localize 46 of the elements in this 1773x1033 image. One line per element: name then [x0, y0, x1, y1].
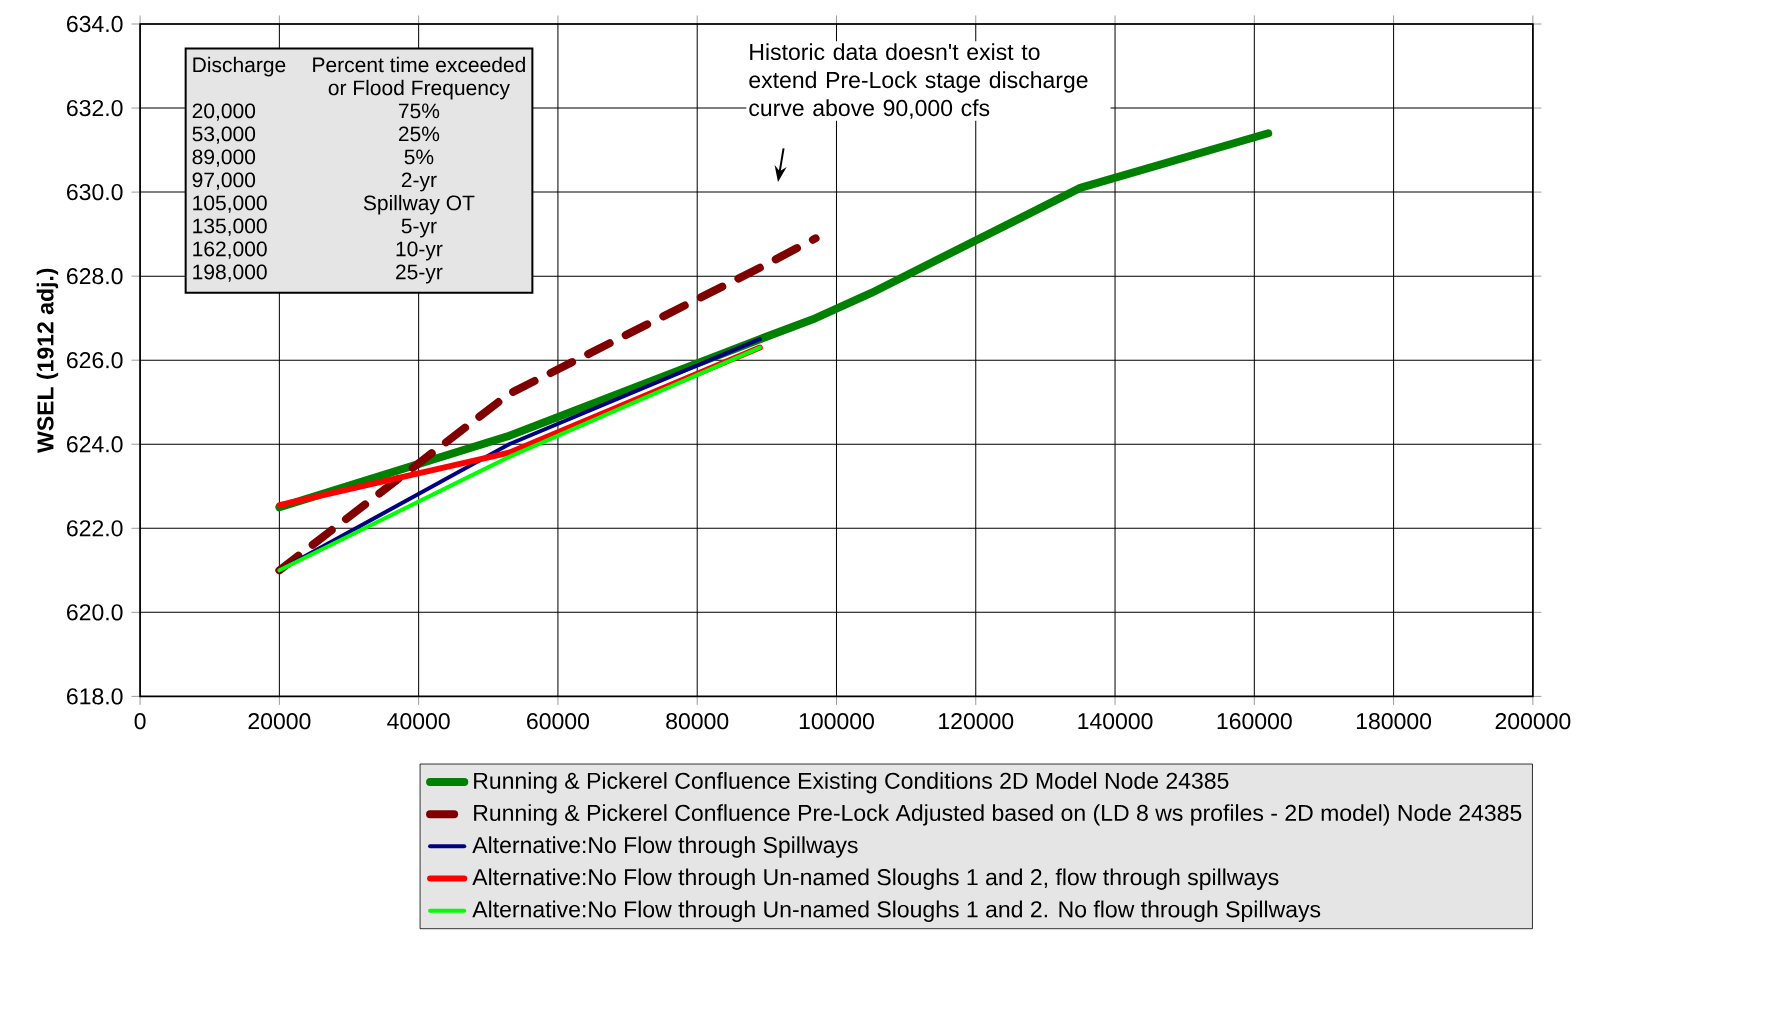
y-axis-title: WSEL (1912 adj.) — [36, 268, 59, 454]
x-tick-label: 200000 — [1495, 713, 1571, 730]
y-tick-label: 628.0 — [67, 268, 123, 285]
x-tick-label: 140000 — [1078, 713, 1153, 730]
annotation: 20,000 — [192, 103, 256, 121]
annotation: 5-yr — [401, 218, 437, 238]
annotation: 89,000 — [192, 149, 256, 168]
annotation: Discharge — [193, 57, 286, 77]
x-tick-label: 20000 — [248, 713, 311, 730]
annotation: 105,000 — [193, 195, 267, 214]
x-tick-label: 80000 — [666, 713, 729, 730]
x-tick-label: 0 — [134, 713, 146, 730]
legend-label: Alternative:No Flow through Spillways — [472, 836, 858, 858]
y-tick-label: 632.0 — [67, 100, 123, 117]
annotation: 10-yr — [396, 241, 443, 261]
y-tick-label: 624.0 — [67, 436, 123, 453]
y-tick-label: 634.0 — [67, 16, 123, 33]
annotation: 53,000 — [192, 126, 256, 145]
x-tick-label: 120000 — [939, 713, 1014, 730]
annotation: 2-yr — [401, 172, 437, 192]
y-tick-label: 630.0 — [67, 184, 123, 201]
y-tick-label: 622.0 — [67, 520, 123, 537]
annotation: 97,000 — [192, 172, 256, 191]
annotation: 5% — [404, 149, 434, 165]
annotation: 25-yr — [396, 264, 443, 284]
x-tick-label: 40000 — [387, 713, 450, 730]
legend-label: Running & Pickerel Confluence Existing Conditions 2D Model Node 24385 — [474, 772, 1229, 794]
y-tick-label: 620.0 — [67, 604, 123, 621]
legend-label: Running & Pickerel Confluence Pre-Lock Adjusted based on (LD 8 ws profiles - 2D model) Node 24385 — [474, 804, 1522, 826]
x-tick-label: 180000 — [1356, 713, 1432, 730]
annotation: 162,000 — [193, 241, 267, 260]
annotation: or Flood Frequency — [328, 80, 510, 100]
y-tick-label: 626.0 — [67, 352, 123, 369]
annotation: 75% — [398, 103, 440, 119]
x-tick-label: 160000 — [1217, 713, 1292, 730]
annotation: Historic data doesn't exist to extend Pre-Lock stage discharge curve above 90,000 cfs — [749, 43, 1088, 120]
annotation: 135,000 — [193, 218, 267, 237]
x-tick-label: 60000 — [527, 713, 589, 730]
x-tick-label: 100000 — [799, 713, 874, 730]
legend-label: Alternative:No Flow through Un-named Sloughs 1 and 2, flow through spillways — [472, 868, 1279, 891]
annotation: 25% — [398, 126, 440, 142]
y-tick-label: 618.0 — [67, 688, 123, 705]
annotation: 198,000 — [193, 264, 267, 283]
legend-label: Alternative:No Flow through Un-named Sloughs 1 and 2. No flow through Spillways — [472, 900, 1321, 923]
annotation: Spillway OT — [363, 195, 475, 215]
annotation: Percent time exceeded — [313, 57, 525, 73]
